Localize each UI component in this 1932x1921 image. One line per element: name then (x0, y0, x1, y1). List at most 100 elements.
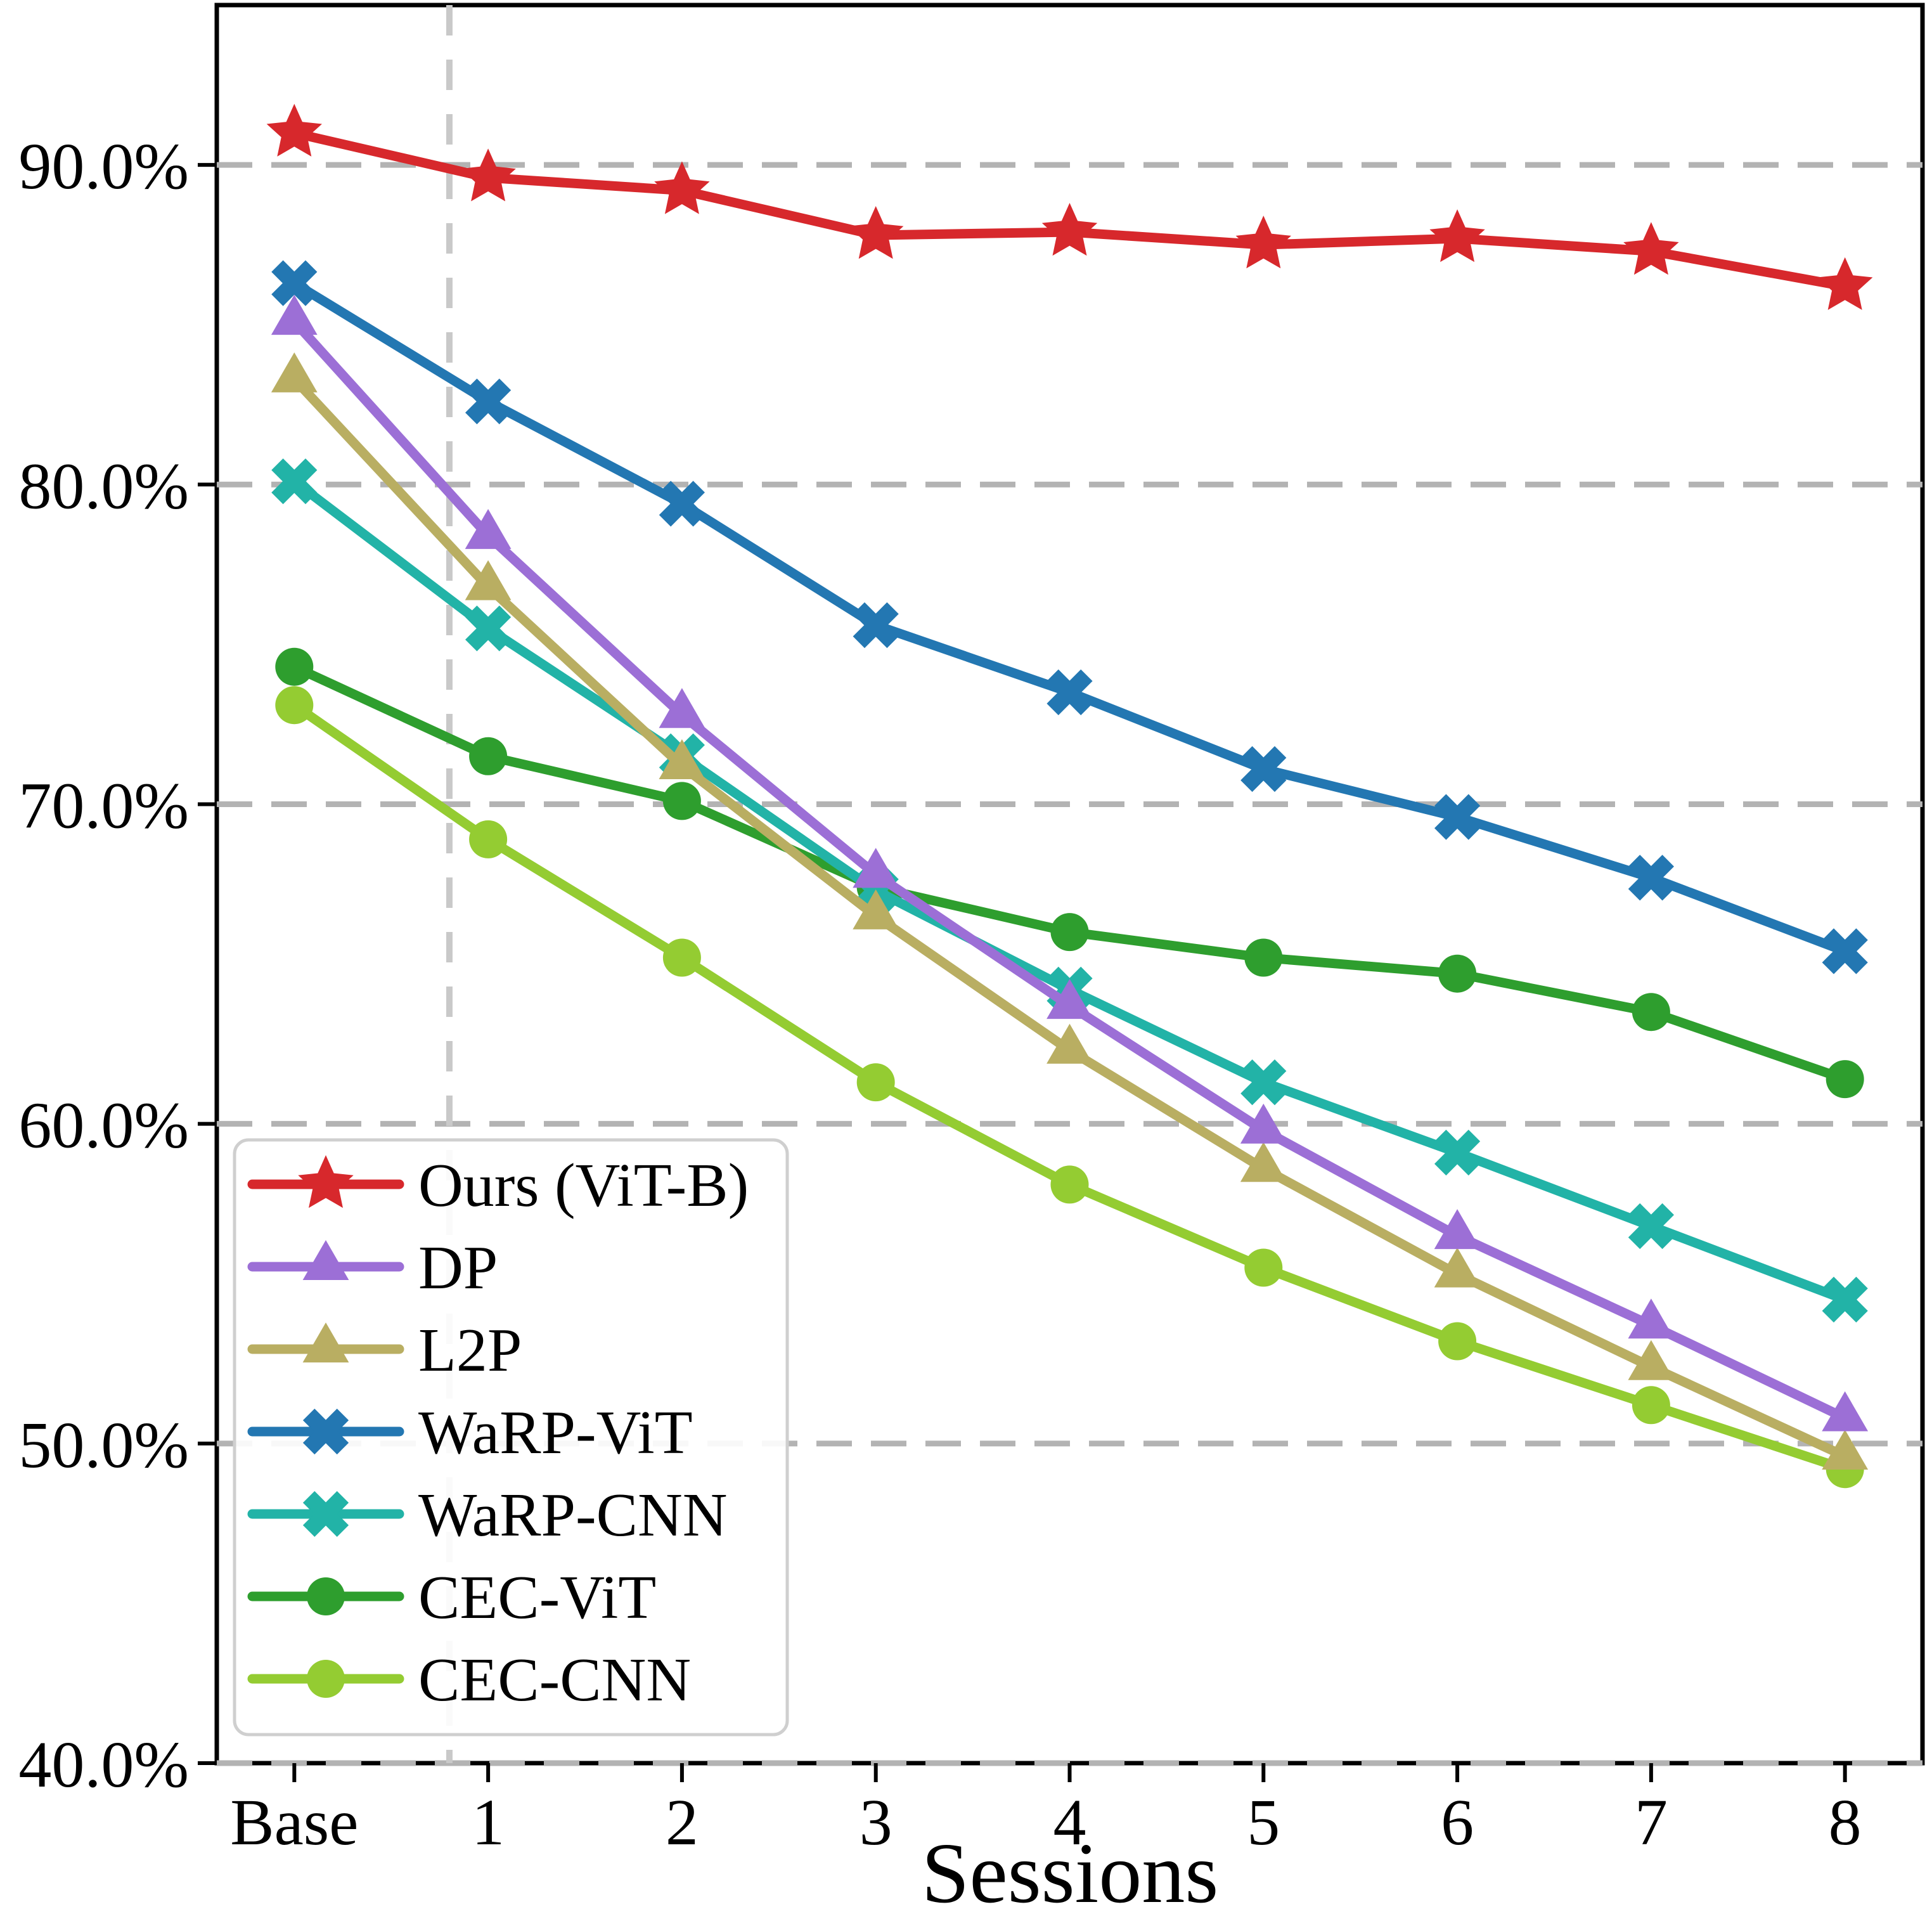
marker-DP-4 (1046, 979, 1093, 1019)
marker-WaRP-ViT-5 (1240, 746, 1287, 792)
marker-CEC-ViT-4 (1050, 913, 1089, 952)
marker-L2P-7 (1628, 1340, 1675, 1380)
marker-DP-7 (1628, 1298, 1675, 1339)
x-tick-label-1: 1 (472, 1786, 505, 1859)
marker-CEC-ViT-7 (1632, 993, 1670, 1032)
legend-entry-L2P: L2P (247, 1316, 522, 1385)
marker-CEC-ViT-8 (1826, 1060, 1864, 1099)
marker-L2P-3 (853, 889, 899, 929)
marker-WaRP-ViT-1 (465, 378, 512, 425)
legend-marker-L2P (302, 1323, 349, 1362)
y-tick-label-40: 40.0% (18, 1728, 189, 1801)
marker-WaRP-ViT-3 (853, 602, 899, 649)
legend-marker-WaRP-CNN (302, 1491, 349, 1537)
legend-label-WaRP-ViT: WaRP-ViT (418, 1399, 693, 1467)
marker-CEC-CNN-2 (662, 938, 701, 977)
marker-WaRP-CNN-Base (271, 458, 318, 505)
marker-WaRP-CNN-7 (1628, 1203, 1674, 1250)
marker-CEC-CNN-1 (469, 820, 508, 858)
marker-Ours (ViT-B)-1 (460, 148, 516, 202)
x-axis-title: Sessions (922, 1826, 1219, 1918)
x-tick-label-3: 3 (860, 1786, 892, 1859)
marker-DP-5 (1240, 1103, 1287, 1144)
marker-DP-8 (1822, 1391, 1869, 1432)
y-tick-label-60: 60.0% (18, 1089, 189, 1162)
legend-entry-CEC-CNN: CEC-CNN (247, 1646, 691, 1714)
marker-WaRP-ViT-2 (659, 481, 705, 527)
legend-marker-WaRP-ViT (302, 1408, 349, 1455)
marker-WaRP-ViT-6 (1434, 794, 1481, 840)
legend-entry-WaRP-CNN: WaRP-CNN (247, 1481, 728, 1549)
marker-WaRP-ViT-7 (1628, 855, 1674, 901)
x-tick-label-5: 5 (1247, 1786, 1280, 1859)
marker-DP-Base (271, 295, 318, 335)
marker-WaRP-CNN-1 (465, 605, 512, 652)
legend-marker-CEC-CNN (307, 1660, 345, 1698)
marker-CEC-CNN-3 (856, 1063, 895, 1102)
x-tick-label-6: 6 (1441, 1786, 1474, 1859)
marker-Ours (ViT-B)-4 (1041, 203, 1098, 256)
legend: Ours (ViT-B) DP L2P WaRP-ViT WaRP-CNN CEC-ViT… (233, 1138, 789, 1737)
marker-CEC-ViT-5 (1244, 938, 1283, 977)
legend-label-CEC-ViT: CEC-ViT (418, 1563, 656, 1632)
x-tick-label-8: 8 (1829, 1786, 1862, 1859)
marker-WaRP-ViT-Base (271, 260, 318, 306)
marker-CEC-ViT-1 (469, 737, 508, 775)
marker-CEC-ViT-2 (662, 782, 701, 820)
marker-CEC-CNN-6 (1438, 1322, 1477, 1361)
marker-L2P-2 (659, 739, 705, 779)
marker-L2P-Base (271, 352, 318, 392)
marker-DP-6 (1434, 1209, 1481, 1250)
marker-Ours (ViT-B)-8 (1817, 257, 1873, 310)
marker-Ours (ViT-B)-5 (1235, 216, 1291, 269)
marker-DP-2 (659, 688, 705, 728)
marker-WaRP-CNN-5 (1240, 1059, 1287, 1106)
x-tick-label-4: 4 (1053, 1786, 1086, 1859)
marker-Ours (ViT-B)-3 (848, 206, 904, 259)
marker-CEC-CNN-7 (1632, 1386, 1670, 1425)
marker-CEC-ViT-Base (275, 647, 314, 686)
legend-label-DP: DP (418, 1234, 498, 1302)
y-tick-label-80: 80.0% (18, 450, 189, 522)
marker-WaRP-CNN-6 (1434, 1129, 1481, 1176)
marker-CEC-CNN-5 (1244, 1248, 1283, 1287)
legend-entry-WaRP-ViT: WaRP-ViT (247, 1399, 693, 1467)
marker-L2P-1 (465, 560, 512, 600)
marker-WaRP-ViT-4 (1046, 669, 1093, 716)
marker-DP-1 (465, 508, 512, 549)
marker-CEC-CNN-Base (275, 686, 314, 725)
x-tick-label-7: 7 (1635, 1786, 1668, 1859)
data-series (266, 103, 1873, 1489)
marker-WaRP-CNN-8 (1822, 1276, 1868, 1323)
legend-label-Ours (ViT-B): Ours (ViT-B) (418, 1151, 749, 1220)
marker-CEC-CNN-4 (1050, 1165, 1089, 1204)
marker-L2P-6 (1434, 1247, 1481, 1288)
legend-label-CEC-CNN: CEC-CNN (418, 1646, 691, 1714)
marker-Ours (ViT-B)-7 (1623, 222, 1679, 275)
marker-WaRP-ViT-8 (1822, 928, 1868, 974)
x-tick-label-2: 2 (666, 1786, 699, 1859)
marker-Ours (ViT-B)-6 (1429, 209, 1485, 262)
axis-ticks-and-labels: 40.0% 50.0% 60.0% 70.0% 80.0% 90.0% Base 1 2 3 4 5 6… (18, 130, 1861, 1859)
legend-marker-CEC-ViT (307, 1577, 345, 1615)
x-tick-label-Base: Base (230, 1786, 358, 1859)
marker-L2P-5 (1240, 1142, 1287, 1182)
marker-CEC-ViT-6 (1438, 954, 1477, 993)
legend-label-WaRP-CNN: WaRP-CNN (418, 1481, 728, 1549)
marker-DP-3 (853, 848, 899, 888)
legend-entry-CEC-ViT: CEC-ViT (247, 1563, 656, 1632)
legend-box (233, 1138, 789, 1737)
y-tick-label-90: 90.0% (18, 130, 189, 203)
legend-marker-Ours (ViT-B) (298, 1155, 354, 1208)
marker-L2P-8 (1822, 1430, 1869, 1470)
marker-L2P-4 (1046, 1023, 1093, 1064)
y-tick-label-50: 50.0% (18, 1409, 189, 1482)
marker-Ours (ViT-B)-2 (654, 161, 710, 214)
y-tick-label-70: 70.0% (18, 769, 189, 842)
legend-label-L2P: L2P (418, 1316, 522, 1385)
legend-entry-DP: DP (247, 1234, 498, 1302)
legend-entry-Ours (ViT-B): Ours (ViT-B) (247, 1151, 749, 1220)
legend-marker-DP (302, 1240, 349, 1280)
